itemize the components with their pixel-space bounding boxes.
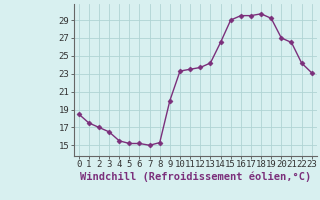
X-axis label: Windchill (Refroidissement éolien,°C): Windchill (Refroidissement éolien,°C) <box>80 172 311 182</box>
